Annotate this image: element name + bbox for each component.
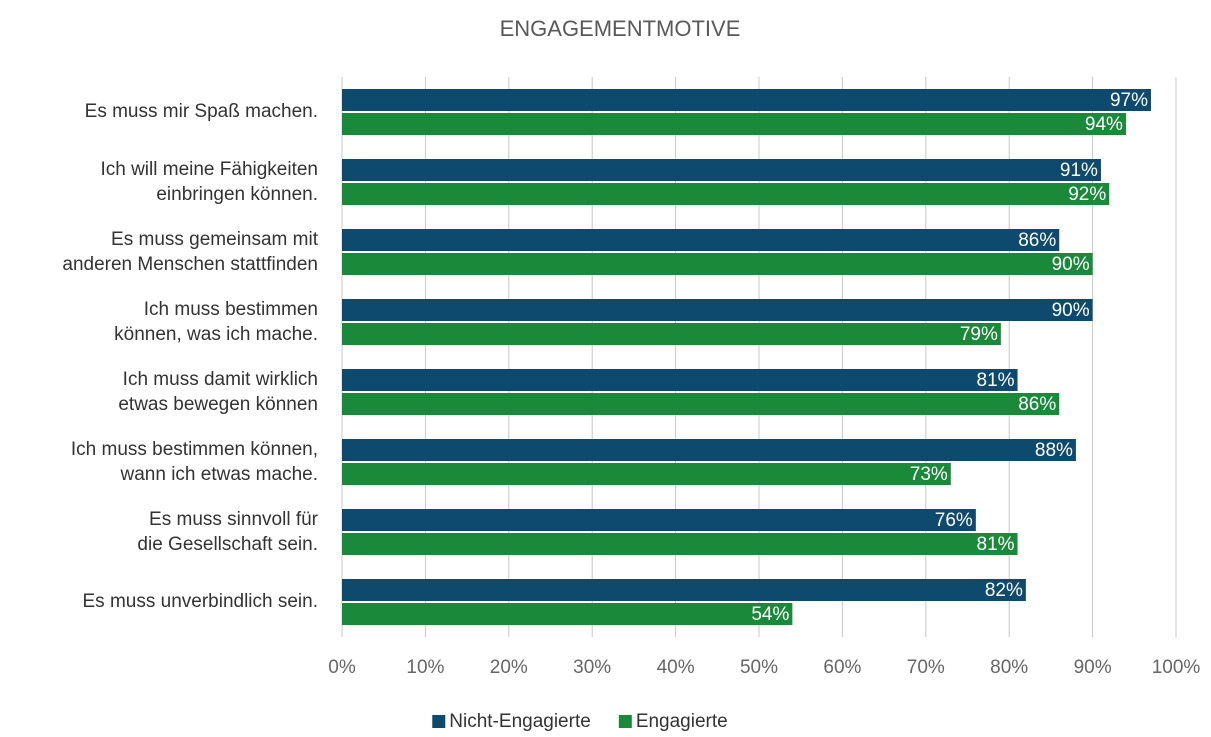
bar — [342, 159, 1101, 181]
x-tick-label: 90% — [1074, 657, 1112, 678]
legend-swatch — [432, 715, 446, 728]
x-tick-label: 50% — [740, 657, 778, 678]
bar — [342, 533, 1018, 555]
value-label: 92% — [1068, 184, 1106, 205]
value-label: 82% — [985, 580, 1023, 601]
value-label: 97% — [1110, 90, 1148, 111]
value-label: 90% — [1052, 300, 1090, 321]
bar — [342, 439, 1076, 461]
x-tick-label: 70% — [907, 657, 945, 678]
bar — [342, 89, 1151, 111]
y-tick-label: Ich muss bestimmen können, was ich mache. — [114, 299, 318, 345]
y-tick-label: Ich will meine Fähigkeiten einbringen kön… — [100, 159, 318, 205]
bar — [342, 183, 1110, 205]
x-tick-label: 30% — [573, 657, 611, 678]
value-label: 94% — [1085, 114, 1123, 135]
chart-title: ENGAGEMENTMOTIVE — [500, 16, 741, 41]
value-label: 81% — [977, 534, 1015, 555]
value-label: 54% — [751, 604, 789, 625]
y-tick-label: Es muss gemeinsam mit anderen Menschen st… — [62, 229, 318, 275]
y-tick-label: Es muss mir Spaß machen. — [85, 101, 318, 122]
value-label: 76% — [935, 510, 973, 531]
x-tick-label: 40% — [657, 657, 695, 678]
value-label: 86% — [1018, 394, 1056, 415]
value-label: 81% — [977, 370, 1015, 391]
bar — [342, 113, 1126, 135]
bar — [342, 579, 1026, 601]
bar — [342, 323, 1001, 345]
value-label: 90% — [1052, 254, 1090, 275]
value-label: 73% — [910, 464, 948, 485]
x-tick-label: 100% — [1152, 657, 1201, 678]
bar — [342, 509, 976, 531]
x-tick-label: 80% — [990, 657, 1028, 678]
bar — [342, 463, 951, 485]
x-tick-label: 60% — [823, 657, 861, 678]
bar — [342, 369, 1018, 391]
value-label: 88% — [1035, 440, 1073, 461]
y-tick-label: Es muss unverbindlich sein. — [83, 591, 319, 612]
bar — [342, 603, 793, 625]
value-label: 86% — [1018, 230, 1056, 251]
y-tick-label: Ich muss bestimmen können, wann ich etwas… — [71, 439, 318, 485]
value-label: 79% — [960, 324, 998, 345]
value-label: 91% — [1060, 160, 1098, 181]
y-tick-label: Es muss sinnvoll für die Gesellschaft sei… — [137, 509, 318, 555]
bar — [342, 393, 1060, 415]
legend-swatch — [618, 715, 632, 728]
y-tick-label: Ich muss damit wirklich etwas bewegen kön… — [118, 369, 318, 415]
x-tick-label: 0% — [328, 657, 356, 678]
legend-label: Engagierte — [636, 711, 728, 732]
legend-label: Nicht-Engagierte — [449, 711, 591, 732]
bar — [342, 229, 1060, 251]
bar — [342, 299, 1093, 321]
x-tick-label: 10% — [406, 657, 444, 678]
x-tick-label: 20% — [490, 657, 528, 678]
bar — [342, 253, 1093, 275]
